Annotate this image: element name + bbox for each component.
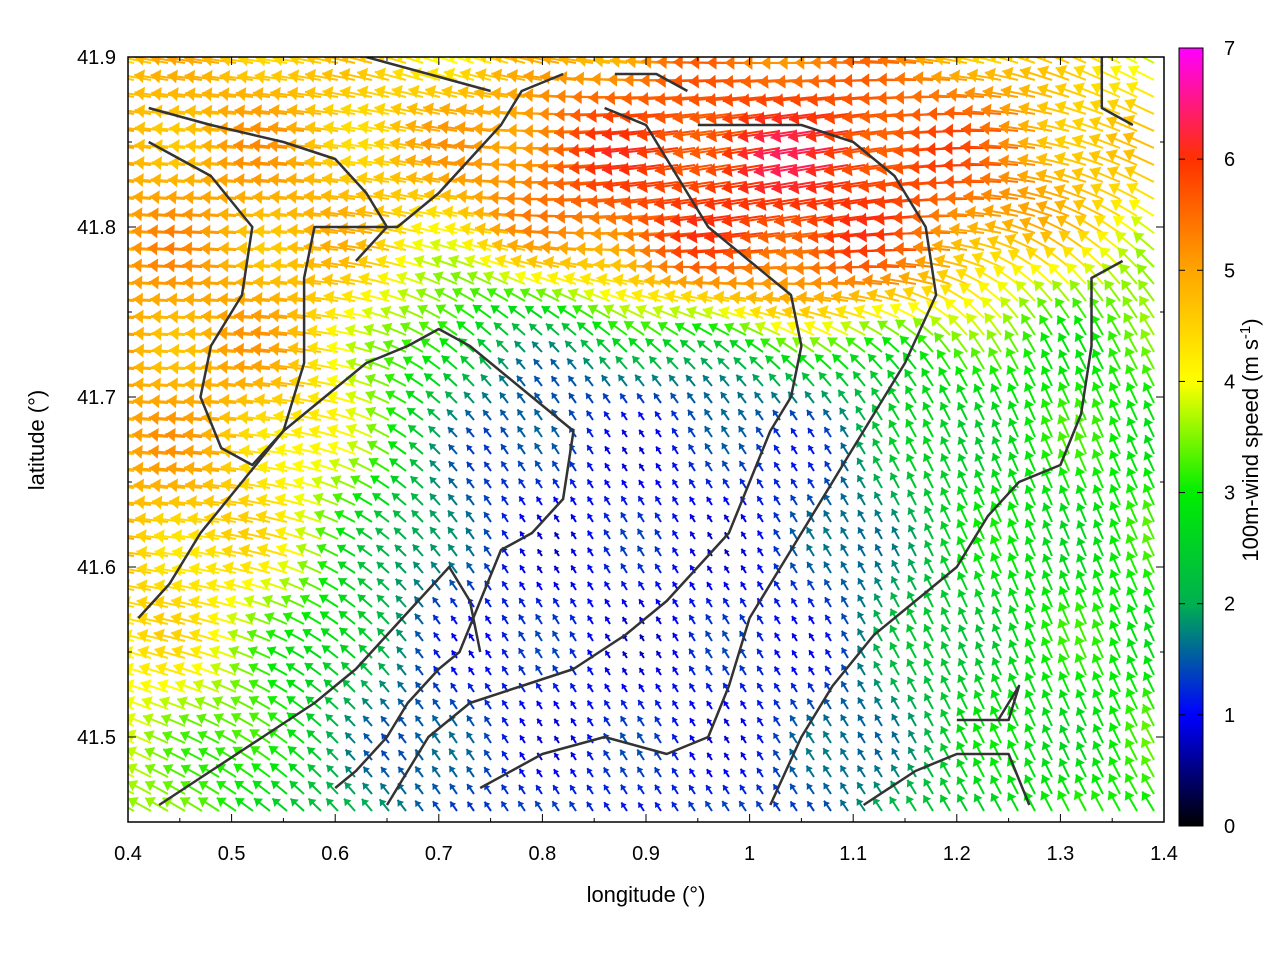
colorbar-tick-label: 3 — [1224, 483, 1235, 505]
x-axis-label: longitude (°) — [587, 882, 706, 907]
y-tick-label: 41.5 — [77, 727, 116, 749]
colorbar — [1179, 48, 1203, 826]
colorbar-tick-label: 4 — [1224, 371, 1235, 393]
x-tick-label: 1.4 — [1150, 843, 1178, 865]
colorbar-tick-label: 6 — [1224, 149, 1235, 171]
x-tick-label: 0.6 — [321, 843, 349, 865]
colorbar-tick-label: 2 — [1224, 594, 1235, 616]
x-tick-label: 1.1 — [839, 843, 867, 865]
x-tick-label: 1 — [744, 843, 755, 865]
colorbar-tick-label: 0 — [1224, 816, 1235, 838]
x-tick-label: 0.4 — [114, 843, 142, 865]
colorbar-tick-label: 7 — [1224, 38, 1235, 60]
colorbar-tick-label: 5 — [1224, 260, 1235, 282]
colorbar-label: 100m-wind speed (m s-1) — [1237, 318, 1263, 561]
x-tick-label: 0.8 — [528, 843, 556, 865]
x-tick-label: 1.3 — [1046, 843, 1074, 865]
x-tick-label: 0.7 — [425, 843, 453, 865]
colorbar-tick-label: 1 — [1224, 705, 1235, 727]
x-tick-label: 0.5 — [218, 843, 246, 865]
y-tick-label: 41.7 — [77, 387, 116, 409]
x-tick-label: 1.2 — [943, 843, 971, 865]
x-tick-label: 0.9 — [632, 843, 660, 865]
y-tick-label: 41.6 — [77, 557, 116, 579]
y-tick-label: 41.8 — [77, 217, 116, 239]
y-tick-label: 41.9 — [77, 47, 116, 69]
y-axis-label: latitude (°) — [24, 390, 49, 491]
